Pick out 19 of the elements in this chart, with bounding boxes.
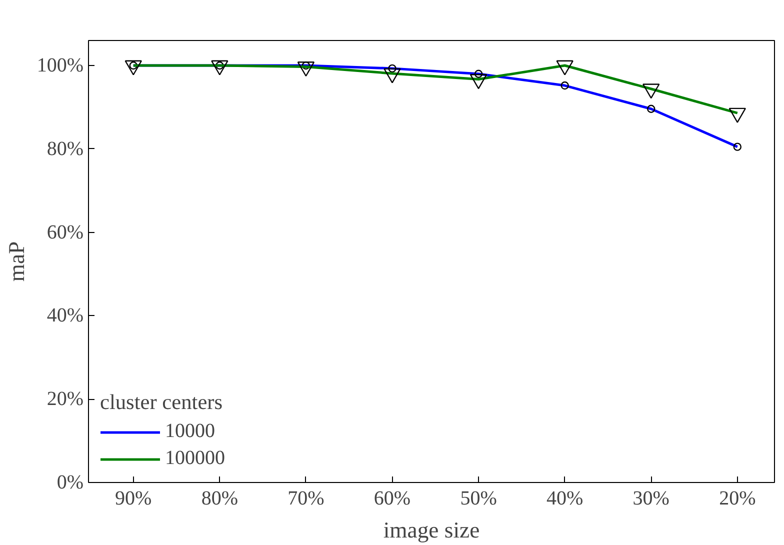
y-tick-label: 80%: [46, 138, 84, 160]
x-axis-title: image size: [383, 518, 480, 542]
y-tick-label: 40%: [46, 304, 84, 327]
y-tick-label: 100%: [36, 54, 84, 77]
y-tick-label: 20%: [46, 388, 84, 410]
y-tick-label: 60%: [46, 221, 84, 244]
y-axis-title: maP: [4, 241, 29, 282]
legend-title: cluster centers: [100, 390, 224, 415]
x-tick-label: 90%: [115, 488, 152, 510]
x-tick-label: 80%: [201, 488, 238, 510]
legend-label: 100000: [165, 447, 225, 470]
legend-label: 10000: [165, 420, 215, 443]
x-tick-label: 50%: [460, 488, 497, 510]
x-tick-label: 30%: [632, 488, 670, 510]
x-tick-label: 70%: [288, 488, 324, 510]
y-tick-label: 0%: [56, 472, 84, 494]
x-tick-label: 60%: [374, 488, 411, 510]
x-tick-label: 40%: [546, 488, 584, 510]
x-tick-label: 20%: [719, 488, 756, 510]
